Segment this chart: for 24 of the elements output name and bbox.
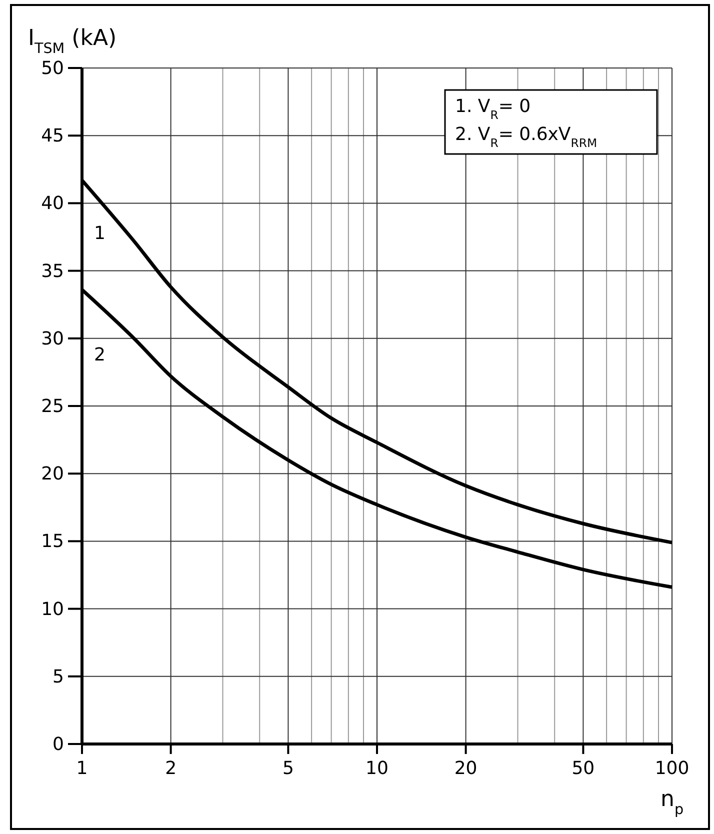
y-tick-label: 30: [41, 328, 64, 350]
y-tick-label: 0: [52, 734, 64, 755]
y-tick-label: 10: [41, 598, 64, 620]
y-axis-title: I$_{TSM}$ (kA): [28, 26, 117, 57]
x-tick-label: 5: [282, 758, 294, 779]
y-tick-label: 15: [41, 531, 64, 552]
y-tick-label: 45: [41, 126, 64, 147]
y-tick-label: 35: [41, 260, 64, 282]
annotation: 2. V$_{R}$= 0.6xV$_{RRM}$: [455, 124, 598, 150]
x-tick-label: 100: [654, 758, 690, 779]
y-tick-label: 20: [41, 464, 64, 485]
x-tick-label: 50: [572, 758, 595, 779]
x-axis-title: n$_{p}$: [660, 787, 684, 818]
x-tick-label: 2: [165, 758, 177, 779]
y-tick-label: 5: [52, 666, 64, 688]
annotation: 1. V$_{R}$= 0: [455, 96, 531, 122]
series-label: 2: [94, 344, 106, 366]
x-tick-label: 1: [76, 758, 88, 779]
y-tick-label: 50: [41, 58, 64, 79]
x-tick-label: 20: [454, 758, 478, 779]
x-tick-label: 10: [366, 758, 388, 779]
y-tick-label: 40: [41, 193, 64, 214]
series-label: 1: [94, 223, 106, 244]
y-tick-label: 25: [41, 396, 64, 417]
